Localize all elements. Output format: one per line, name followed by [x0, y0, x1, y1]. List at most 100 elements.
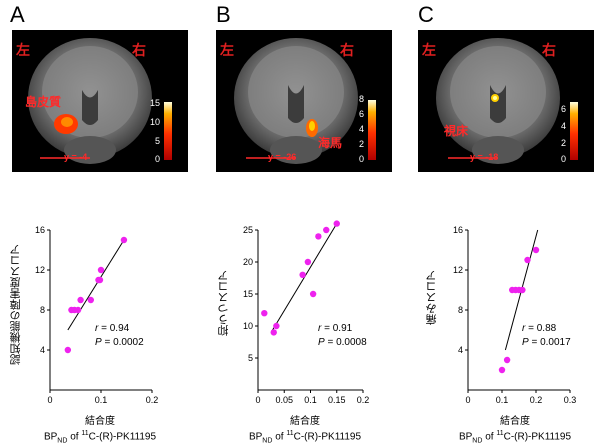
colorbar-tick-b-1: 6: [358, 109, 364, 119]
x-tick-label-a-0: 0: [47, 395, 52, 405]
colorbar-tick-b-3: 2: [358, 139, 364, 149]
r-value-c: = 0.88: [525, 323, 557, 334]
xlabel-sup-a: 11: [81, 430, 89, 437]
xlabel-bp-b: BP: [248, 431, 263, 443]
r-symbol-b: r: [318, 323, 322, 334]
data-point-b-2: [273, 322, 280, 330]
r-symbol-a: r: [95, 323, 99, 334]
xlabel-a: 結合度 BPND of 11C-(R)-PK11195: [0, 416, 200, 447]
x-tick-label-b-3: 0.15: [328, 395, 346, 405]
x-tick-label-c-0: 0: [465, 395, 470, 405]
colorbar-tick-b-0: 8: [358, 94, 364, 104]
data-point-c-7: [532, 246, 540, 254]
colorbar-tick-b-2: 4: [358, 124, 364, 134]
colorbar-tick-a-0: 15: [149, 98, 160, 108]
xlabel-of-a: of: [67, 431, 82, 443]
r-value-b: = 0.91: [321, 323, 353, 334]
panel-letter-c: C: [418, 2, 434, 27]
colorbar-tick-a-3: 0: [154, 154, 160, 164]
xlabel-sub-a: ND: [57, 437, 68, 445]
panel-letter-a: A: [10, 2, 25, 27]
stats-c: r = 0.88 P = 0.0017: [522, 322, 571, 350]
slice-coord-c: y = -18: [470, 152, 499, 162]
xlabel-title-b: 結合度: [290, 416, 320, 427]
xlabel-bp-a: BP: [43, 431, 58, 443]
y-tick-label-b-2: 15: [243, 289, 253, 299]
mri-image-a: 左 右 島皮質 y = -4 15 10 5 0: [12, 30, 188, 172]
colorbar-tick-b-4: 0: [358, 154, 364, 164]
y-tick-label-a-1: 8: [40, 305, 45, 315]
y-tick-label-b-4: 25: [243, 225, 253, 235]
right-label-b: 右: [340, 42, 354, 58]
xlabel-c: 結合度 BPND of 11C-(R)-PK11195: [415, 416, 600, 447]
mri-image-c: 左 右 視床 y = -18 6 4 2 0: [418, 30, 594, 172]
xlabel-tracer-a: C-(R)-PK11195: [88, 431, 157, 443]
left-label-c: 左: [422, 42, 436, 58]
colorbar-tick-c-3: 0: [560, 154, 566, 164]
data-point-b-8: [333, 220, 340, 227]
y-tick-label-c-0: 4: [458, 345, 463, 355]
y-tick-label-b-1: 10: [243, 321, 253, 331]
x-tick-label-c-1: 0.1: [496, 395, 509, 405]
ylabel-b: 抑うつスコア: [218, 270, 230, 336]
xlabel-of-b: of: [272, 431, 287, 443]
data-point-a-0: [64, 346, 72, 354]
r-symbol-c: r: [522, 323, 526, 334]
ylabel-c: 痛みスコア: [426, 270, 438, 325]
x-tick-label-a-2: 0.2: [146, 395, 159, 405]
y-tick-label-c-1: 8: [458, 305, 463, 315]
colorbar-tick-c-2: 2: [560, 138, 566, 148]
y-tick-label-c-3: 16: [453, 225, 463, 235]
right-label-c: 右: [542, 42, 556, 58]
data-point-b-0: [261, 310, 268, 317]
x-tick-label-b-0: 0: [255, 395, 260, 405]
right-label-a: 右: [132, 42, 146, 58]
brain-slice-a: [28, 38, 172, 164]
colorbar-tick-c-0: 6: [560, 104, 566, 114]
xlabel-sup-c: 11: [496, 430, 504, 437]
data-point-b-4: [304, 258, 312, 266]
mri-image-b: 左 右 海馬 y = -26 8 6 4 2 0: [216, 30, 392, 172]
x-tick-label-b-1: 0.05: [275, 395, 293, 405]
p-symbol-b: P: [318, 337, 325, 348]
x-tick-label-b-2: 0.1: [304, 395, 317, 405]
colorbar-tick-a-2: 5: [154, 136, 160, 146]
regression-line-b: [270, 223, 338, 333]
x-tick-label-a-1: 0.1: [95, 395, 108, 405]
y-tick-label-b-0: 5: [248, 353, 253, 363]
slice-coord-b: y = -26: [268, 152, 297, 162]
panel-letter-b: B: [216, 2, 231, 27]
p-value-b: = 0.0008: [324, 337, 367, 348]
scatter-plot-b: 0 0.05 0.1 0.15 0.2 5 10 15 20 25: [243, 220, 370, 405]
data-point-a-3: [74, 306, 82, 314]
x-tick-label-b-4: 0.2: [357, 395, 370, 405]
data-point-b-1: [270, 329, 277, 336]
data-point-a-8: [97, 266, 105, 274]
p-symbol-c: P: [522, 337, 529, 348]
data-point-c-1: [503, 356, 511, 364]
region-label-a: 島皮質: [25, 95, 62, 109]
p-symbol-a: P: [95, 337, 102, 348]
xlabel-sup-b: 11: [286, 430, 294, 437]
x-tick-label-c-2: 0.2: [530, 395, 543, 405]
y-tick-label-b-3: 20: [243, 257, 253, 267]
colorbar-tick-c-1: 4: [560, 121, 566, 131]
xlabel-b: 結合度 BPND of 11C-(R)-PK11195: [205, 416, 405, 447]
xlabel-of-c: of: [482, 431, 497, 443]
data-point-b-6: [315, 233, 322, 240]
xlabel-sub-c: ND: [472, 437, 483, 445]
xlabel-title-c: 結合度: [500, 416, 530, 427]
data-point-a-5: [87, 296, 95, 304]
p-value-c: = 0.0017: [528, 337, 571, 348]
slice-coord-a: y = -4: [64, 152, 88, 162]
scatter-plot-c: 0 0.1 0.2 0.3 4 8 12 16: [453, 225, 576, 405]
data-point-b-7: [323, 226, 330, 234]
brain-slice-b: [234, 38, 376, 164]
scatter-plot-a: 0 0.1 0.2 4 8 12 16: [35, 225, 159, 405]
xlabel-bp-c: BP: [458, 431, 473, 443]
data-point-a-7: [96, 276, 104, 284]
stats-a: r = 0.94 P = 0.0002: [95, 322, 144, 350]
data-point-b-3: [299, 271, 306, 278]
brain-slice-c: [436, 38, 578, 164]
stats-b: r = 0.91 P = 0.0008: [318, 322, 367, 350]
